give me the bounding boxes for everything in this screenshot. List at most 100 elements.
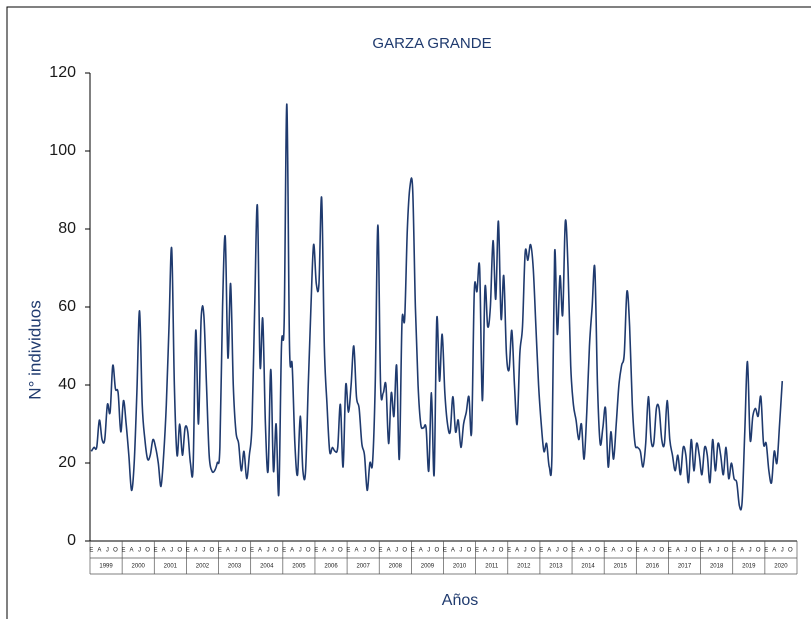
y-tick-label: 100 — [49, 142, 76, 159]
x-tick-label: O — [692, 548, 697, 554]
x-tick-label: O — [306, 548, 311, 554]
x-tick-label: O — [177, 548, 182, 554]
y-tick-label: 80 — [58, 220, 76, 237]
frame — [6, 6, 811, 619]
x-tick-label: E — [121, 548, 125, 554]
x-tick-label: A — [451, 548, 455, 554]
year-label: 2020 — [774, 564, 788, 570]
x-tick-label: J — [716, 548, 719, 554]
year-label: 2006 — [324, 564, 338, 570]
x-tick-label: E — [346, 548, 350, 554]
year-label: 2013 — [549, 564, 563, 570]
x-tick-label: E — [379, 548, 383, 554]
x-tick-label: J — [106, 548, 109, 554]
year-label: 2005 — [292, 564, 306, 570]
year-label: 2012 — [517, 564, 531, 570]
x-tick-label: J — [202, 548, 205, 554]
x-tick-label: O — [242, 548, 247, 554]
year-label: 2015 — [614, 564, 628, 570]
x-tick-label: A — [772, 548, 776, 554]
x-tick-label: O — [724, 548, 729, 554]
x-tick-label: J — [620, 548, 623, 554]
x-tick-label: O — [627, 548, 632, 554]
x-tick-label: J — [781, 548, 784, 554]
x-tick-label: J — [234, 548, 237, 554]
x-tick-label: E — [443, 548, 447, 554]
x-tick-label: J — [492, 548, 495, 554]
data-line — [90, 103, 784, 511]
x-tick-label: E — [250, 548, 254, 554]
x-tick-label: E — [539, 548, 543, 554]
x-tick-label: O — [434, 548, 439, 554]
x-tick-label: E — [314, 548, 318, 554]
x-tick-label: A — [194, 548, 198, 554]
x-tick-label: O — [274, 548, 279, 554]
x-tick-label: J — [331, 548, 334, 554]
x-tick-label: E — [282, 548, 286, 554]
x-tick-label: J — [749, 548, 752, 554]
year-label: 2016 — [646, 564, 660, 570]
year-label: 2018 — [710, 564, 724, 570]
y-tick-label: 20 — [58, 454, 76, 471]
x-tick-label: J — [170, 548, 173, 554]
x-tick-label: A — [644, 548, 648, 554]
x-tick-label: A — [740, 548, 744, 554]
x-tick-label: A — [387, 548, 391, 554]
x-tick-label: O — [563, 548, 568, 554]
x-tick-label: O — [338, 548, 343, 554]
chart-title: GARZA GRANDE — [372, 35, 491, 52]
x-tick-label: J — [363, 548, 366, 554]
x-tick-label: A — [97, 548, 101, 554]
year-label: 2003 — [228, 564, 242, 570]
x-tick-label: J — [267, 548, 270, 554]
x-tick-label: A — [258, 548, 262, 554]
y-tick-label: 60 — [58, 298, 76, 315]
x-tick-label: E — [89, 548, 93, 554]
x-tick-label: A — [130, 548, 134, 554]
x-tick-label: A — [612, 548, 616, 554]
x-tick-label: O — [402, 548, 407, 554]
x-tick-label: J — [556, 548, 559, 554]
y-tick-label: 0 — [67, 532, 76, 549]
x-axis-label: Años — [442, 592, 478, 609]
x-tick-label: E — [411, 548, 415, 554]
x-tick-label: A — [162, 548, 166, 554]
year-label: 2010 — [453, 564, 467, 570]
x-tick-label: O — [595, 548, 600, 554]
x-tick-label: A — [354, 548, 358, 554]
x-tick-label: J — [588, 548, 591, 554]
year-label: 1999 — [99, 564, 113, 570]
x-tick-label: J — [524, 548, 527, 554]
x-tick-label: E — [218, 548, 222, 554]
x-tick-label: A — [322, 548, 326, 554]
x-tick-label: J — [459, 548, 462, 554]
x-tick-label: E — [668, 548, 672, 554]
x-tick-label: E — [764, 548, 768, 554]
x-tick-label: A — [547, 548, 551, 554]
x-tick-label: J — [652, 548, 655, 554]
x-tick-label: O — [210, 548, 215, 554]
x-tick-label: E — [636, 548, 640, 554]
x-tick-label: E — [507, 548, 511, 554]
year-label: 2011 — [485, 564, 499, 570]
x-tick-label: E — [154, 548, 158, 554]
x-tick-label: E — [604, 548, 608, 554]
x-tick-label: O — [499, 548, 504, 554]
y-tick-label: 120 — [49, 64, 76, 81]
year-label: 2001 — [164, 564, 178, 570]
x-tick-label: O — [145, 548, 150, 554]
y-axis-label: N° individuos — [25, 300, 44, 399]
x-tick-label: O — [788, 548, 793, 554]
x-tick-label: A — [515, 548, 519, 554]
x-tick-label: J — [138, 548, 141, 554]
year-label: 2017 — [678, 564, 692, 570]
x-tick-label: J — [395, 548, 398, 554]
x-tick-label: E — [186, 548, 190, 554]
x-tick-label: O — [659, 548, 664, 554]
x-tick-label: J — [684, 548, 687, 554]
x-tick-label: A — [483, 548, 487, 554]
x-tick-label: O — [756, 548, 761, 554]
x-tick-label: O — [531, 548, 536, 554]
x-tick-label: E — [732, 548, 736, 554]
